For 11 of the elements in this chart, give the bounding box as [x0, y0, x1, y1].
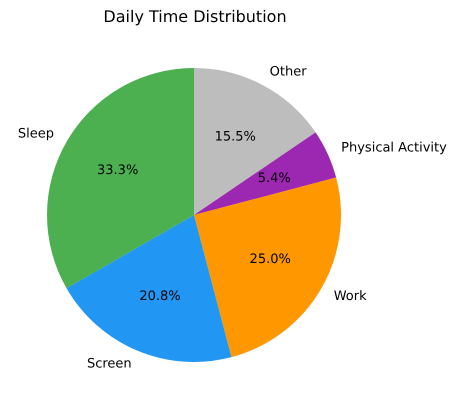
slice-label: Other — [270, 64, 308, 80]
data-label: 25.0% — [250, 252, 291, 267]
data-label: 33.3% — [97, 163, 138, 178]
slice-label: Screen — [86, 356, 132, 372]
slice-label: Sleep — [18, 126, 54, 142]
slice-label: Physical Activity — [341, 140, 448, 156]
data-label: 5.4% — [258, 170, 291, 186]
chart-title: Daily Time Distribution — [103, 7, 287, 26]
slice-label: Work — [334, 288, 368, 304]
data-label: 20.8% — [139, 288, 181, 304]
data-label: 15.5% — [214, 129, 256, 144]
